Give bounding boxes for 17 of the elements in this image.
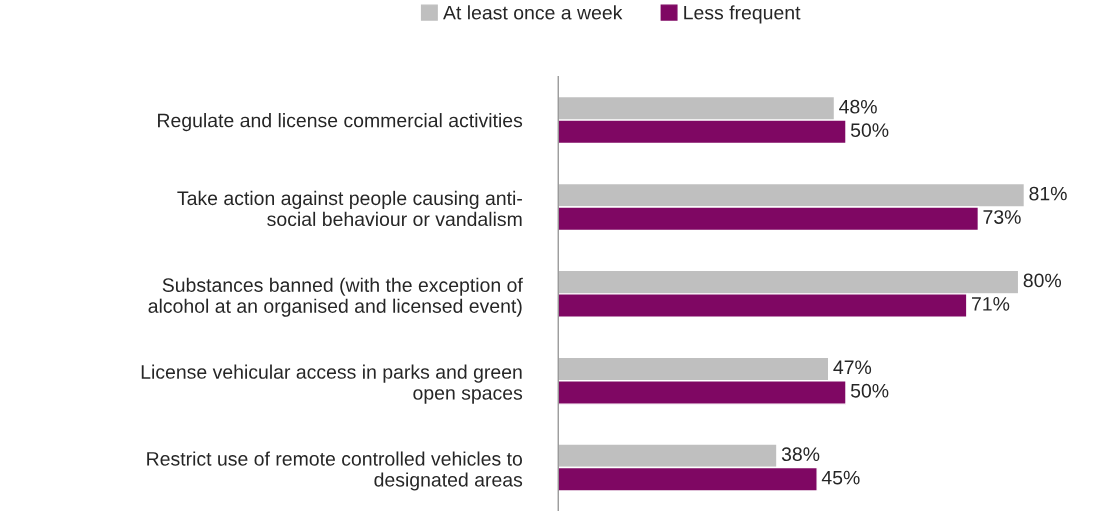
data-label: 45%: [821, 470, 860, 485]
data-label: 80%: [1023, 273, 1062, 288]
data-label: 50%: [850, 383, 889, 398]
data-label: 50%: [850, 123, 889, 138]
y-tick-label: Take action against people causing anti- social behaviour or vandalism: [177, 190, 522, 227]
data-label: 38%: [781, 447, 820, 462]
data-label: 73%: [983, 210, 1021, 224]
data-label: 81%: [1029, 186, 1067, 201]
legend-label: At least once a week: [443, 5, 623, 20]
data-label: 47%: [833, 360, 872, 375]
data-label: 48%: [839, 99, 877, 114]
y-tick-label: Restrict use of remote controlled vehicles to designated areas: [147, 451, 523, 491]
legend-label: Less frequent: [684, 5, 801, 24]
y-tick-label: License vehicular access in parks and green open spaces: [141, 364, 523, 404]
data-label: 71%: [972, 297, 1010, 311]
y-tick-label: Substances banned (with the exception of alcohol at an organised and licensed event): [148, 277, 523, 317]
y-tick-label: Regulate and license commercial activities: [158, 113, 523, 132]
